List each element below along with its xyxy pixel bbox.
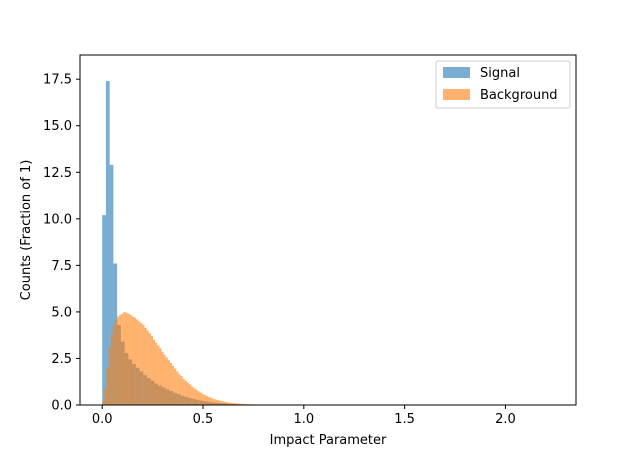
histogram-bar-background <box>144 327 147 405</box>
histogram-bar-background <box>193 388 196 405</box>
legend-label-background: Background <box>480 88 558 103</box>
y-tick-label: 10.0 <box>43 212 72 227</box>
histogram-bar-background <box>186 382 189 405</box>
histogram-bar-background <box>150 336 154 405</box>
x-tick-label: 0.5 <box>193 412 214 427</box>
histogram-bar-background <box>112 324 115 405</box>
histogram-bar-background <box>199 392 202 405</box>
histogram-bar-background <box>155 342 158 405</box>
histogram-bar-background <box>188 384 192 405</box>
histogram-bar-background <box>138 321 141 405</box>
histogram-bar-background <box>165 357 168 405</box>
histogram-bar-background <box>104 388 107 405</box>
histogram-bar-background <box>205 396 209 405</box>
histogram-bar-background <box>140 323 143 405</box>
histogram-bar-background <box>174 368 177 405</box>
x-tick-label: 1.0 <box>293 412 314 427</box>
histogram-bar-background <box>239 403 242 405</box>
histogram-bar-background <box>169 363 173 405</box>
histogram-bar-signal <box>102 215 106 405</box>
histogram-bar-background <box>133 317 137 405</box>
series-background <box>102 311 272 405</box>
histogram-bar-background <box>136 319 139 405</box>
histogram-bar-background <box>127 313 130 405</box>
histogram-bar-background <box>214 399 217 405</box>
histogram-bar-background <box>233 403 236 405</box>
histogram-bar-background <box>110 334 113 405</box>
histogram-bar-background <box>121 313 124 405</box>
x-tick-label: 0.0 <box>92 412 113 427</box>
histogram-bar-background <box>157 345 160 405</box>
legend-swatch-signal <box>443 67 470 78</box>
histogram-bar-background <box>201 393 204 405</box>
histogram-bar-background <box>220 401 223 405</box>
x-tick-label: 2.0 <box>495 412 516 427</box>
y-tick-label: 0.0 <box>51 399 72 414</box>
histogram-bar-signal <box>109 164 114 405</box>
histogram-bar-background <box>237 403 240 405</box>
y-axis: 0.0 2.5 5.0 7.5 10.0 12.5 15.0 17.5 <box>43 73 80 414</box>
histogram-bar-background <box>161 351 164 405</box>
histogram-bar-background <box>241 403 245 405</box>
y-tick-label: 17.5 <box>43 73 72 88</box>
histogram-bar-background <box>163 354 166 405</box>
histogram-bar-background <box>148 333 151 405</box>
histogram-bar-background <box>125 312 128 405</box>
plot-frame <box>79 54 577 406</box>
y-tick-label: 5.0 <box>51 305 72 320</box>
y-tick-label: 15.0 <box>43 119 72 134</box>
histogram-bar-background <box>195 389 198 405</box>
histogram-bar-background <box>142 324 145 405</box>
histogram-bar-background <box>222 401 225 405</box>
histogram-bar-background <box>184 380 187 405</box>
histogram-bar-background <box>203 394 206 405</box>
histogram-bar-background <box>146 330 149 405</box>
bars-layer <box>102 81 272 405</box>
histogram-bar-background <box>106 367 109 405</box>
histogram-bar-background <box>218 400 221 405</box>
legend-swatch-background <box>443 89 470 100</box>
histogram-bar-background <box>178 374 181 405</box>
y-axis-label: Counts (Fraction of 1) <box>19 160 34 301</box>
histogram-bar-signal <box>105 81 110 405</box>
histogram-bar-background <box>231 402 234 405</box>
x-tick-label: 1.5 <box>394 412 415 427</box>
y-tick-label: 12.5 <box>43 166 72 181</box>
histogram-bar-background <box>172 365 175 405</box>
histogram-bar-background <box>227 402 230 405</box>
legend-label-signal: Signal <box>480 66 520 81</box>
x-axis: 0.0 0.5 1.0 1.5 2.0 <box>92 405 516 427</box>
histogram-bar-background <box>191 386 194 405</box>
histogram-bar-background <box>152 339 156 405</box>
histogram-bar-background <box>129 314 132 405</box>
histogram-bar-background <box>167 360 170 405</box>
histogram-bar-background <box>180 376 183 405</box>
histogram-bar-background <box>210 397 213 405</box>
histogram-bar-background <box>197 391 200 405</box>
legend: Signal Background <box>435 60 571 109</box>
histogram-bar-background <box>224 402 228 405</box>
histogram-bar-background <box>229 402 232 405</box>
histogram-bar-background <box>116 316 120 405</box>
y-tick-label: 2.5 <box>51 352 72 367</box>
histogram-bar-background <box>102 401 105 405</box>
histogram-bar-background <box>108 347 111 405</box>
histogram-bar-background <box>212 398 215 405</box>
histogram-bar-background <box>114 319 118 405</box>
histogram-bar-background <box>182 378 185 405</box>
histogram-bar-background <box>123 311 126 405</box>
y-tick-label: 7.5 <box>51 259 72 274</box>
histogram-bar-background <box>176 371 179 405</box>
histogram-bar-background <box>119 314 122 405</box>
histogram-bar-background <box>235 403 238 405</box>
histogram-bar-background <box>159 348 162 405</box>
histogram-bar-background <box>131 316 134 405</box>
histogram-bar-background <box>216 399 219 405</box>
histogram-bar-background <box>208 396 211 405</box>
x-axis-label: Impact Parameter <box>270 433 387 448</box>
